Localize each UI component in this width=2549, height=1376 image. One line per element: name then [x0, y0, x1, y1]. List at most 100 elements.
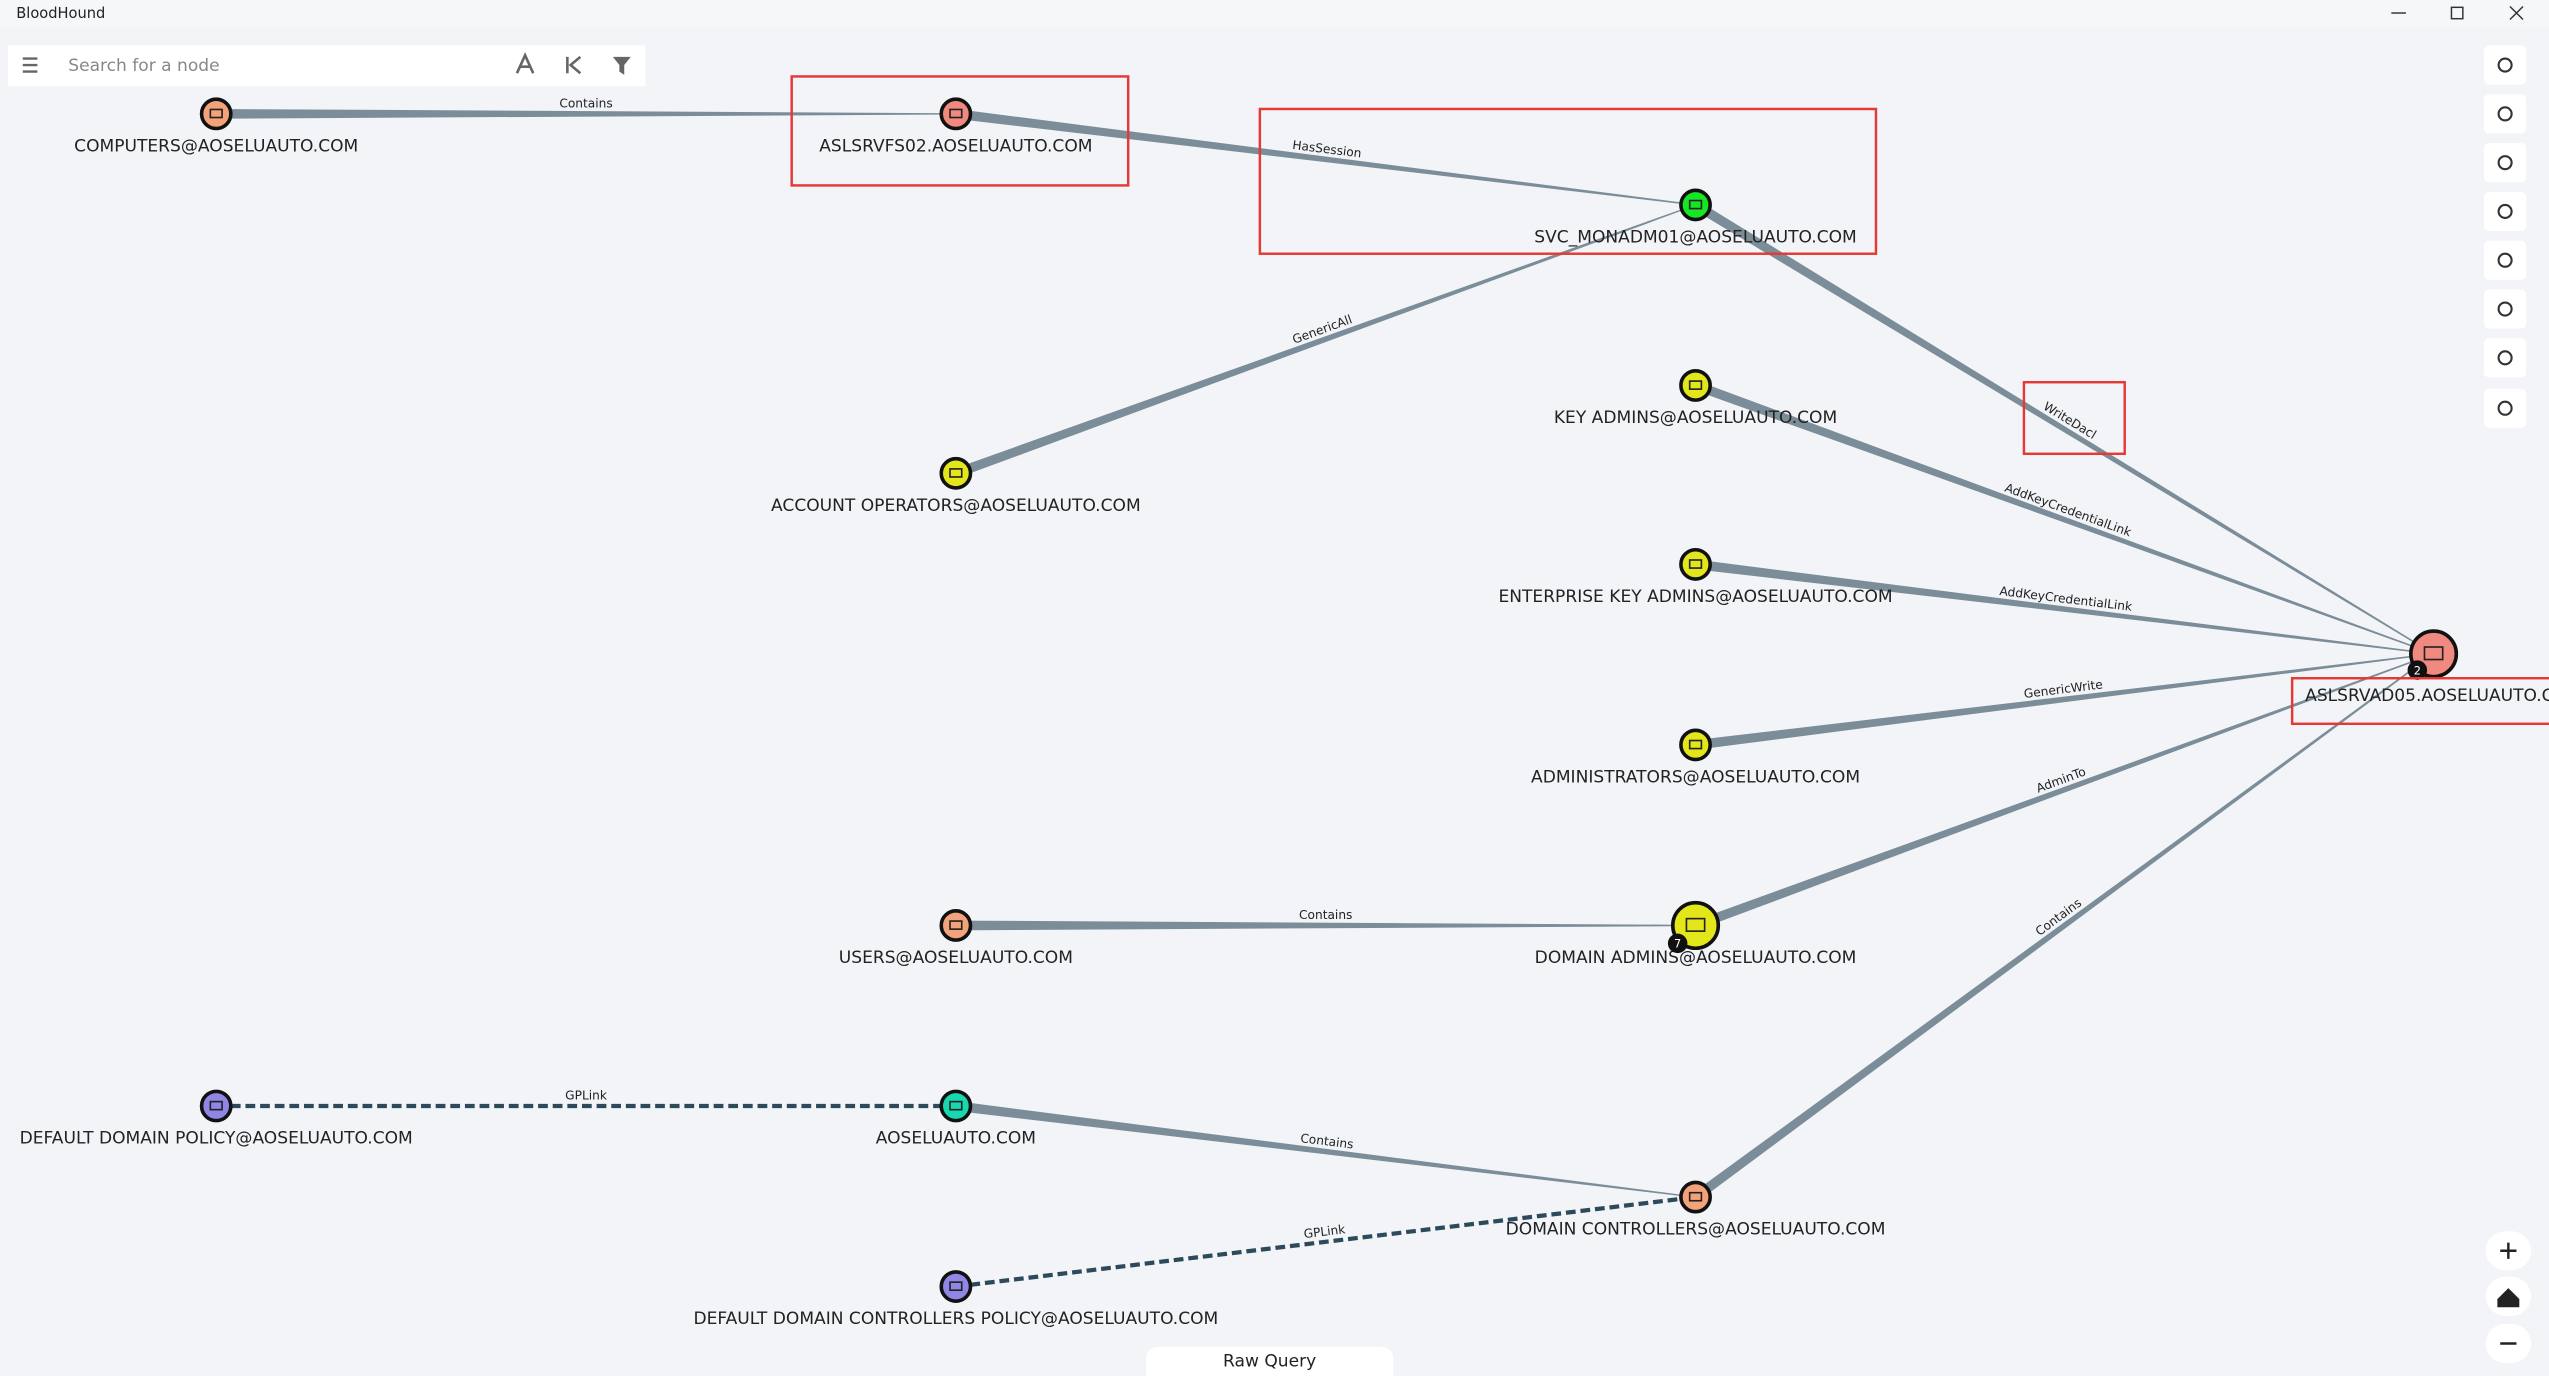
node-icon	[1688, 739, 1703, 750]
node-computer[interactable]	[939, 97, 973, 131]
close[interactable]	[2509, 5, 2524, 21]
node-label[interactable]: AOSELUAUTO.COM	[876, 1129, 1036, 1149]
node-badge-count: 2	[2414, 663, 2421, 677]
toolbar-button[interactable]	[2483, 191, 2527, 231]
edge	[1694, 653, 2434, 750]
highlight-box	[1258, 107, 1878, 255]
node-badge	[1667, 933, 1688, 954]
node-label[interactable]: DEFAULT DOMAIN CONTROLLERS POLICY@AOSELU…	[693, 1309, 1218, 1329]
filter-button[interactable]	[612, 56, 631, 75]
pathfinding-button[interactable]	[515, 52, 535, 74]
toolbar-icon	[2497, 57, 2513, 73]
raw-query-tab[interactable]	[1146, 1346, 1394, 1376]
search-input[interactable]: Search for a node	[68, 56, 219, 76]
edge	[216, 108, 956, 119]
node-icon	[1685, 917, 1706, 932]
node-group[interactable]	[1679, 728, 1712, 762]
edge-label: Contains	[559, 97, 612, 111]
node-group[interactable]	[939, 456, 973, 490]
toolbar-button[interactable]	[2483, 45, 2527, 85]
toolbar-icon	[2497, 203, 2513, 220]
node-icon	[949, 108, 963, 119]
node-label[interactable]: DOMAIN ADMINS@AOSELUAUTO.COM	[1535, 948, 1857, 968]
node-icon	[1688, 380, 1703, 390]
window-title: BloodHound	[16, 5, 105, 22]
node-gpo[interactable]	[199, 1089, 233, 1123]
toolbar-button[interactable]	[2483, 240, 2527, 280]
node-ou[interactable]	[1679, 1180, 1712, 1214]
node-icon	[949, 1100, 963, 1111]
raw-query-label[interactable]: Raw Query	[1223, 1351, 1316, 1371]
node-label[interactable]: DEFAULT DOMAIN POLICY@AOSELUAUTO.COM	[20, 1129, 413, 1149]
node-label[interactable]: ENTERPRISE KEY ADMINS@AOSELUAUTO.COM	[1498, 587, 1892, 607]
edge	[955, 109, 1696, 206]
nodes: COMPUTERS@AOSELUAUTO.COM ASLSRVFS02.AOSEL…	[20, 97, 2549, 1329]
node-icon	[949, 920, 963, 930]
node-icon	[949, 468, 963, 478]
restore[interactable]	[2450, 6, 2464, 20]
toolbar-icon	[2497, 400, 2513, 416]
highlight-box	[2022, 381, 2126, 456]
edge	[1693, 653, 2434, 931]
toolbar-button[interactable]	[2483, 289, 2527, 329]
node-group[interactable]	[1679, 547, 1712, 581]
edge-label: Contains	[1300, 1131, 1355, 1151]
node-label[interactable]: ASLSRVAD05.AOSELUAUTO.CO	[2305, 686, 2549, 706]
title-bar	[0, 0, 2549, 28]
node-icon	[1688, 559, 1703, 569]
edge-label: GPLink	[1303, 1222, 1347, 1241]
node-group[interactable]	[1679, 369, 1712, 402]
edge-label: GPLink	[565, 1089, 608, 1103]
back-button[interactable]	[566, 55, 582, 75]
toolbar-icon	[2497, 252, 2513, 268]
node-ou[interactable]	[199, 97, 233, 131]
toolbar-icon	[2497, 155, 2513, 171]
node-label[interactable]: COMPUTERS@AOSELUAUTO.COM	[74, 136, 358, 156]
node-label[interactable]: DOMAIN CONTROLLERS@AOSELUAUTO.COM	[1506, 1220, 1886, 1240]
node-badge	[2407, 660, 2428, 680]
toolbar-button[interactable]	[2483, 338, 2527, 378]
highlight-box	[790, 75, 1130, 187]
node-domain[interactable]	[939, 1089, 973, 1123]
edge	[955, 1194, 1696, 1289]
node-label[interactable]: SVC_MONADM01@AOSELUAUTO.COM	[1534, 227, 1856, 247]
node-label[interactable]: USERS@AOSELUAUTO.COM	[839, 948, 1073, 968]
node-label[interactable]: ASLSRVFS02.AOSELUAUTO.COM	[819, 136, 1092, 156]
node-gpo[interactable]	[939, 1270, 973, 1303]
node-ou[interactable]	[939, 909, 973, 942]
node-icon	[1688, 199, 1703, 210]
node-label[interactable]: ADMINISTRATORS@AOSELUAUTO.COM	[1531, 767, 1860, 787]
toolbar-icon	[2497, 301, 2513, 317]
zoom-icon	[2500, 1242, 2517, 1259]
edge	[1692, 653, 2434, 1202]
toolbar-button[interactable]	[2483, 94, 2527, 134]
node-icon	[209, 108, 223, 119]
edge	[1693, 380, 2434, 655]
edge-label: Contains	[1299, 908, 1352, 922]
edge	[1693, 200, 2434, 655]
node-icon	[949, 1281, 963, 1292]
node-icon	[1688, 1191, 1703, 1202]
node-icon	[209, 1100, 223, 1111]
highlight-box	[2290, 677, 2549, 726]
window-controls	[2391, 5, 2524, 21]
node-label[interactable]: KEY ADMINS@AOSELUAUTO.COM	[1554, 408, 1837, 428]
toolbar-icon	[2497, 106, 2513, 122]
search-bar	[8, 45, 646, 87]
node-icon	[2423, 646, 2444, 661]
toolbar-button[interactable]	[2483, 388, 2527, 428]
highlight-boxes	[790, 75, 2549, 726]
zoom-icon	[2497, 1288, 2520, 1308]
node-label[interactable]: ACCOUNT OPERATORS@AOSELUAUTO.COM	[771, 496, 1141, 516]
menu-button[interactable]	[22, 57, 38, 73]
edge	[1694, 559, 2434, 655]
edges: ContainsHasSessionGenericAllWriteDaclAdd…	[216, 97, 2434, 1289]
toolbar-button[interactable]	[2483, 143, 2527, 183]
node-badge-count: 7	[1674, 937, 1681, 951]
edge	[955, 1101, 1696, 1198]
edge	[955, 920, 1696, 931]
node-user[interactable]	[1679, 188, 1712, 222]
right-toolbar	[2483, 45, 2532, 1363]
